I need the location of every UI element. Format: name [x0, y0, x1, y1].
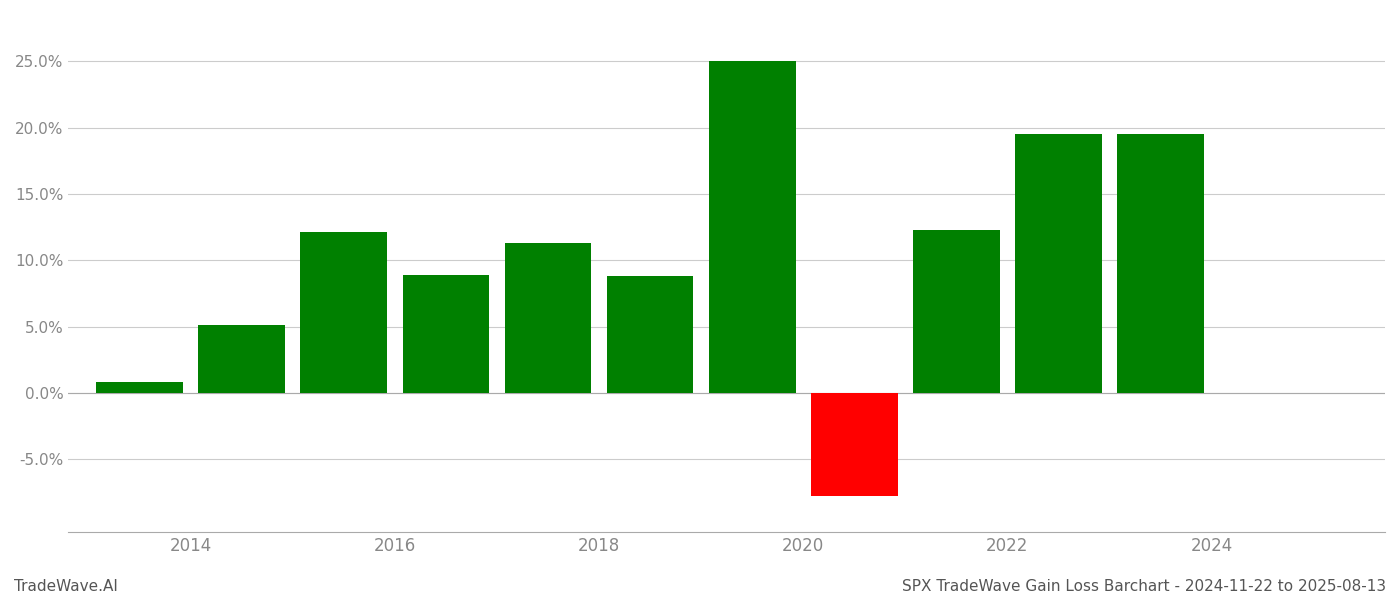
Bar	[913, 230, 1000, 393]
Bar	[606, 276, 693, 393]
Bar	[199, 325, 286, 393]
Bar	[301, 232, 388, 393]
Bar	[1015, 134, 1102, 393]
Bar	[708, 61, 795, 393]
Bar	[403, 275, 489, 393]
Text: TradeWave.AI: TradeWave.AI	[14, 579, 118, 594]
Text: SPX TradeWave Gain Loss Barchart - 2024-11-22 to 2025-08-13: SPX TradeWave Gain Loss Barchart - 2024-…	[902, 579, 1386, 594]
Bar	[811, 393, 897, 496]
Bar	[504, 243, 591, 393]
Bar	[1117, 134, 1204, 393]
Bar	[97, 382, 183, 393]
